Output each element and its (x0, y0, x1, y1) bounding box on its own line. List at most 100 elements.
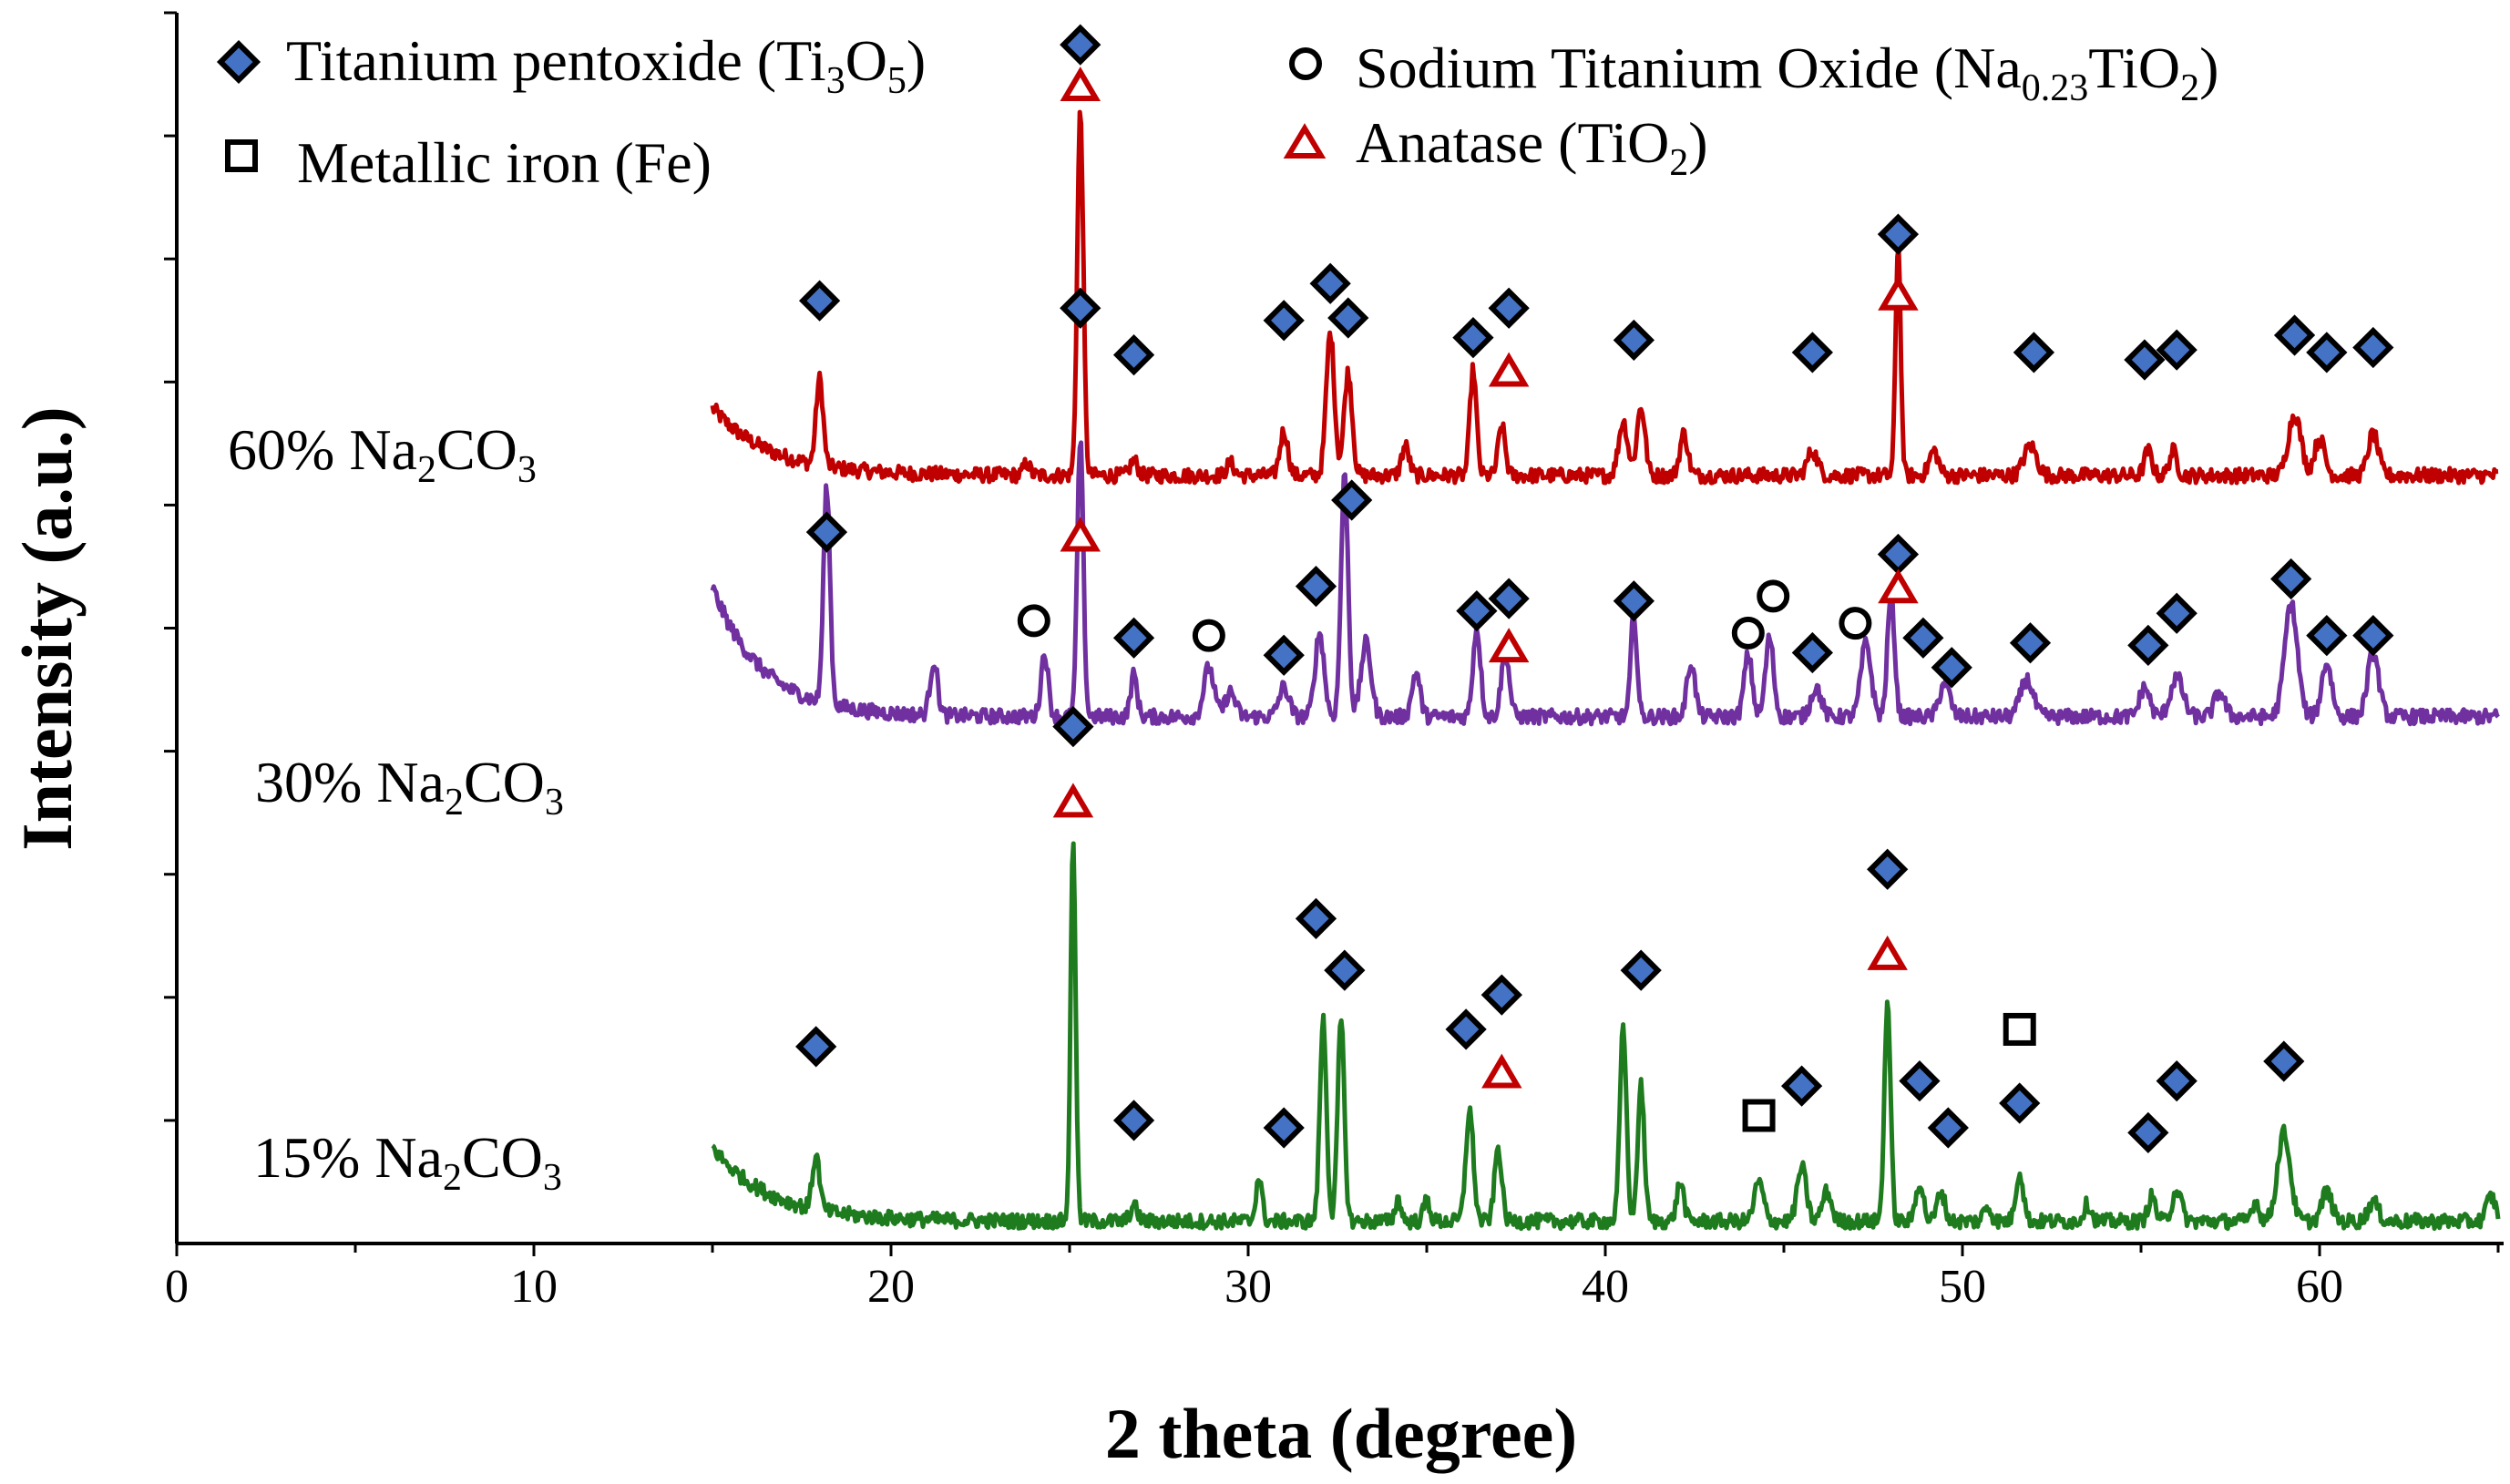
legend-ntio-sub1: 0.23 (2022, 67, 2089, 109)
legend-anatase-tail: ) (1688, 110, 1707, 175)
x-tick-label: 50 (1939, 1261, 1986, 1313)
ti3o5-diamond-marker (1309, 262, 1351, 304)
ti3o5-diamond-marker (1791, 332, 1833, 374)
ti3o5-diamond-marker (1927, 1107, 1969, 1149)
ti3o5-diamond-marker (1052, 705, 1094, 748)
ti3o5-diamond-marker (2270, 558, 2312, 600)
legend-diamond-icon (216, 39, 261, 85)
legend-fe-text: Metallic iron (Fe) (297, 130, 712, 195)
series-label-30-tail: CO (464, 750, 545, 814)
series-label-60-sub: 2 (417, 449, 436, 491)
svg-text:60% Na2CO3: 60% Na2CO3 (228, 417, 537, 491)
anatase-triangle-marker (1488, 352, 1530, 387)
ti3o5-diamond-marker (1480, 974, 1522, 1016)
ti3o5-diamond-marker (2009, 622, 2052, 664)
ti3o5-diamond-marker (1620, 949, 1662, 991)
legend: Titanium pentoxide (Ti3O5) Sodium Titani… (216, 28, 2218, 195)
legend-triangle-icon (1283, 123, 1327, 159)
ti3o5-diamond-marker (2127, 624, 2169, 667)
series-label-60-tail: CO (436, 417, 517, 482)
ti3o5-diamond-marker (2156, 1060, 2198, 1102)
ntio-circle-marker (1017, 604, 1050, 638)
ti3o5-diamond-marker (1112, 617, 1155, 659)
series-label-60-sub2: 3 (517, 449, 537, 491)
series-label-30-main: 30% Na (255, 750, 445, 814)
ti3o5-diamond-marker (2124, 339, 2166, 381)
x-tick-label: 30 (1224, 1261, 1272, 1313)
svg-text:30% Na2CO3: 30% Na2CO3 (255, 750, 564, 824)
ti3o5-diamond-marker (2263, 1040, 2305, 1082)
legend-ti3o5-tail: ) (907, 28, 926, 93)
legend-circle-icon (1289, 47, 1322, 80)
marker-layer (795, 24, 2394, 1154)
ti3o5-diamond-marker (1263, 634, 1305, 676)
ti3o5-diamond-marker (1112, 333, 1155, 376)
legend-anatase-sub1: 2 (1669, 142, 1688, 184)
x-tick-label: 20 (867, 1261, 915, 1313)
legend-item-ti3o5: Titanium pentoxide (Ti3O5) (216, 28, 926, 102)
ntio-circle-marker (1839, 607, 1872, 640)
legend-square-icon (225, 139, 258, 172)
anatase-triangle-marker (1488, 628, 1530, 663)
ti3o5-diamond-marker (805, 511, 848, 553)
series-line-1 (710, 440, 2500, 727)
x-axis-title: 2 theta (degree) (1105, 1394, 1577, 1473)
ti3o5-diamond-marker (1902, 617, 1944, 659)
ti3o5-diamond-marker (1877, 533, 1920, 576)
ntio-circle-marker (1731, 616, 1765, 650)
ti3o5-diamond-marker (2127, 1111, 2169, 1154)
fe-square-marker (2003, 1012, 2036, 1046)
series-label-30: 30% Na2CO3 (255, 750, 564, 824)
anatase-triangle-marker (1052, 783, 1094, 818)
svg-text:Titanium pentoxide (Ti3O5): Titanium pentoxide (Ti3O5) (286, 28, 926, 102)
ti3o5-diamond-marker (1295, 897, 1337, 939)
ti3o5-diamond-marker (1324, 949, 1366, 991)
series-label-15-sub2: 3 (543, 1157, 562, 1199)
ti3o5-diamond-marker (2352, 326, 2394, 369)
ti3o5-diamond-marker (2352, 614, 2394, 657)
anatase-triangle-marker (1878, 568, 1919, 604)
legend-item-fe: Metallic iron (Fe) (225, 130, 712, 195)
series-label-60-main: 60% Na (228, 417, 417, 482)
fe-square-marker (1742, 1099, 1776, 1132)
y-axis-title: Intensity (a.u.) (7, 406, 87, 851)
series-line-2 (711, 841, 2501, 1232)
ti3o5-diamond-marker (1867, 848, 1909, 890)
ti3o5-diamond-marker (2156, 592, 2198, 634)
ti3o5-diamond-marker (2306, 332, 2348, 374)
svg-text:Anatase (TiO2): Anatase (TiO2) (1356, 110, 1708, 184)
svg-text:15% Na2CO3: 15% Na2CO3 (253, 1125, 562, 1199)
series-label-15-main: 15% Na (253, 1125, 443, 1190)
legend-item-anatase: Anatase (TiO2) (1283, 110, 1708, 184)
ti3o5-diamond-marker (1263, 300, 1305, 342)
ti3o5-diamond-marker (795, 1026, 837, 1068)
ti3o5-diamond-marker (1613, 580, 1655, 622)
ti3o5-diamond-marker (2273, 314, 2316, 356)
ti3o5-diamond-marker (1060, 24, 1101, 66)
ti3o5-diamond-marker (1060, 287, 1101, 329)
anatase-triangle-marker (1481, 1053, 1522, 1089)
anatase-triangle-marker (1878, 275, 1919, 311)
ti3o5-diamond-marker (1999, 1082, 2041, 1124)
x-tick-label: 60 (2296, 1261, 2343, 1313)
x-ticks: 0 10 20 30 40 50 60 (165, 1243, 2500, 1313)
legend-anatase-text: Anatase (TiO (1356, 110, 1669, 175)
ti3o5-diamond-marker (1613, 319, 1655, 361)
x-tick-label: 10 (510, 1261, 558, 1313)
legend-ti3o5-text: Titanium pentoxide (Ti (286, 28, 826, 93)
ti3o5-diamond-marker (1452, 317, 1494, 359)
series-label-15-sub: 2 (443, 1157, 462, 1199)
legend-ntio-mid: TiO (2088, 36, 2180, 100)
legend-ntio-sub2: 2 (2180, 67, 2199, 109)
legend-ti3o5-sub1: 3 (826, 60, 845, 102)
series-label-15-tail: CO (462, 1125, 543, 1190)
legend-ntio-tail: ) (2199, 36, 2218, 100)
legend-ntio-text: Sodium Titanium Oxide (Na (1356, 36, 2022, 100)
svg-text:Sodium Titanium Oxide (Na0.23T: Sodium Titanium Oxide (Na0.23TiO2) (1356, 36, 2218, 109)
series-label-30-sub2: 3 (545, 782, 564, 824)
ti3o5-diamond-marker (1112, 1100, 1155, 1141)
ti3o5-diamond-marker (1327, 297, 1369, 339)
anatase-triangle-marker (1060, 67, 1101, 102)
ti3o5-diamond-marker (1791, 631, 1833, 674)
